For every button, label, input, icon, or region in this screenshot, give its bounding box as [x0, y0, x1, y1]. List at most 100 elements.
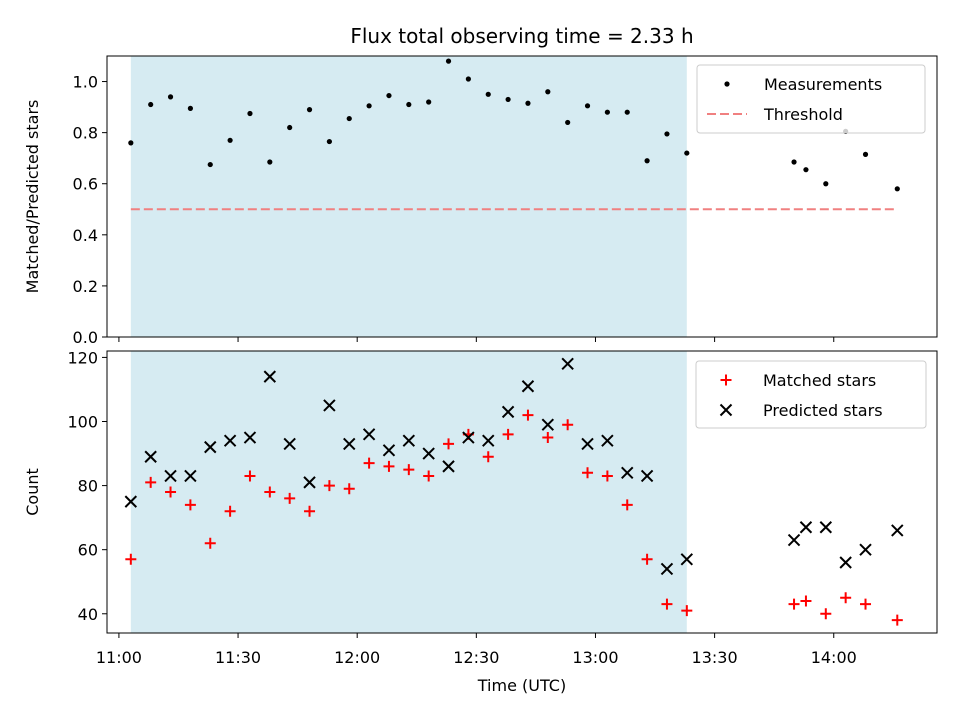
- legend-marker: [720, 374, 732, 386]
- matched-star-point: [800, 595, 812, 607]
- matched-star-point: [145, 476, 157, 488]
- matched-star-point: [304, 505, 316, 517]
- measurement-point: [445, 58, 452, 64]
- matched-star-point: [582, 467, 594, 479]
- measurement-point: [287, 124, 293, 131]
- chart-title: Flux total observing time = 2.33 h: [350, 24, 693, 48]
- predicted-star-point: [382, 444, 396, 457]
- measurement-point: [791, 159, 797, 165]
- matched-star-point: [891, 614, 903, 626]
- predicted-star-point: [184, 469, 197, 483]
- matched-star-point: [403, 464, 415, 476]
- measurement-point: [306, 107, 313, 113]
- predicted-star-point: [243, 431, 257, 444]
- predicted-star-point: [343, 437, 356, 451]
- predicted-star-point: [462, 431, 475, 444]
- y-axis-ratio: 0.0 0.2 0.4 0.6 0.8 1.0: [73, 73, 107, 347]
- predicted-star-point: [164, 469, 177, 483]
- matched-star-point: [343, 483, 355, 495]
- legend-box: [696, 64, 926, 134]
- measurement-point: [894, 186, 900, 192]
- legend-label: Matched stars: [763, 371, 876, 390]
- predicted-star-point: [660, 562, 674, 576]
- predicted-star-point: [839, 556, 852, 569]
- y-tick-label: 1.0: [73, 73, 98, 92]
- measurement-point: [664, 131, 670, 137]
- y-axis-label-count: Count: [23, 468, 42, 516]
- panel-ratio: 0.0 0.2 0.4 0.6 0.8 1.0 Matched/Predicted sta…: [23, 55, 938, 347]
- predicted-star-point: [323, 399, 336, 412]
- legend-ratio: Measurements Threshold: [696, 64, 926, 134]
- y-tick-label: 0.8: [73, 124, 98, 143]
- matched-star-point: [542, 432, 554, 444]
- measurement-point: [326, 138, 332, 145]
- measurement-point: [525, 100, 531, 106]
- measurement-point: [426, 99, 432, 105]
- observing-span-shade: [130, 56, 687, 337]
- measurement-point: [565, 119, 571, 126]
- x-tick-label: 14:00: [811, 648, 857, 667]
- predicted-star-point: [891, 524, 904, 537]
- predicted-star-point: [581, 437, 594, 451]
- measurement-point: [465, 76, 471, 82]
- x-tick-label: 11:30: [215, 648, 261, 667]
- measurement-point: [247, 110, 253, 117]
- panel-counts: 40 60 80 100 120 11:00 11:30 12:00 12:30 13:00 13…: [23, 348, 938, 667]
- predicted-star-point: [819, 521, 833, 534]
- y-tick-label: 0.4: [73, 226, 98, 245]
- predicted-star-point: [422, 447, 435, 460]
- x-tick-label: 13:30: [692, 648, 738, 667]
- matched-star-point: [165, 486, 177, 498]
- measurement-point: [684, 150, 690, 156]
- measurement-point: [624, 109, 630, 115]
- matched-star-point: [502, 428, 514, 440]
- y-tick-label: 0.2: [73, 277, 98, 296]
- matched-star-point: [641, 553, 653, 565]
- matched-star-point: [184, 499, 196, 511]
- matched-star-point: [244, 470, 256, 482]
- predicted-star-point: [859, 543, 872, 556]
- legend-label: Threshold: [763, 105, 843, 124]
- measurement-point: [406, 101, 412, 108]
- predicted-star-point: [362, 428, 376, 441]
- predicted-star-point: [501, 405, 515, 419]
- y-tick-label: 0.6: [73, 175, 98, 194]
- predicted-star-point: [223, 434, 237, 447]
- matched-star-point: [423, 470, 435, 482]
- y-axis-label-ratio: Matched/Predicted stars: [23, 100, 42, 294]
- x-axis-time: 11:00 11:30 12:00 12:30 13:00 13:30 14:00: [96, 633, 857, 667]
- y-tick-label: 0.0: [73, 328, 98, 347]
- predicted-star-point: [561, 357, 574, 371]
- x-axis-label: Time (UTC): [477, 676, 566, 695]
- predicted-star-point: [303, 476, 316, 489]
- predicted-star-point: [482, 434, 495, 447]
- predicted-star-point: [442, 460, 455, 473]
- predicted-star-point: [204, 440, 217, 454]
- predicted-star-point: [640, 469, 654, 483]
- y-tick-label: 60: [78, 541, 98, 560]
- predicted-star-point: [124, 495, 138, 508]
- measurement-point: [187, 105, 193, 111]
- matched-star-point: [681, 605, 693, 617]
- y-tick-label: 100: [67, 413, 98, 432]
- predicted-star-point: [263, 370, 277, 383]
- x-tick-label: 11:00: [96, 648, 142, 667]
- matched-star-point: [562, 419, 574, 431]
- measurement-point: [366, 103, 372, 109]
- measurement-point: [227, 137, 233, 143]
- matched-star-point: [443, 438, 455, 450]
- legend-counts: Matched stars Predicted stars: [695, 360, 927, 429]
- measurement-point: [267, 159, 273, 165]
- x-ticks-top: [118, 337, 835, 342]
- legend-label: Measurements: [764, 75, 882, 94]
- measurement-point: [386, 92, 392, 99]
- measurement-point: [346, 115, 352, 122]
- legend-marker: [719, 403, 733, 417]
- predicted-star-point: [601, 434, 614, 447]
- matched-star-point: [363, 457, 375, 469]
- legend-box: [695, 360, 927, 429]
- matched-star-point: [383, 460, 395, 472]
- plot-frame-bottom: [106, 350, 938, 634]
- y-tick-label: 40: [78, 605, 98, 624]
- predicted-star-point: [787, 533, 801, 547]
